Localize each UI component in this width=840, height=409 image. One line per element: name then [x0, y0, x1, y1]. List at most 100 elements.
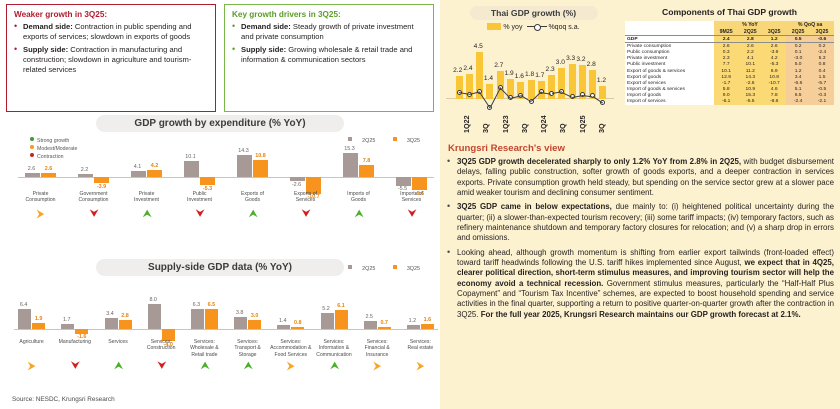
- row-label: Import of goods & services: [625, 86, 715, 93]
- cell-8-1: 10.9: [738, 86, 763, 93]
- cell-6-1: 14.3: [738, 74, 763, 81]
- orange-dot-icon: [30, 145, 34, 150]
- bar-value-label: -4.0: [163, 341, 173, 348]
- bar-2Q25-8: [363, 321, 377, 329]
- legend-label: Contraction: [37, 154, 64, 161]
- yoy-bar-3Q24: [558, 67, 566, 99]
- grey-square-icon: [348, 265, 353, 269]
- view-bullet-emphasis: 3Q25 GDP growth decelerated sharply to o…: [457, 157, 742, 166]
- x-tick-label: 1Q23: [500, 115, 510, 133]
- cell-7-4: -5.7: [810, 80, 834, 87]
- bar-2Q25-2: [131, 170, 146, 177]
- sub-header-1: 2Q25: [738, 28, 763, 36]
- yoy-bar-3Q25: [599, 86, 607, 99]
- cell-9-4: -0.3: [810, 92, 834, 99]
- x-tick-label: 3Q: [519, 123, 529, 133]
- x-tick-label: 3Q: [558, 123, 568, 133]
- cell-3-4: 5.3: [810, 55, 834, 62]
- category-label: Services: Real estate: [407, 339, 434, 352]
- bar-value-label: 7.8: [362, 157, 371, 164]
- bar-value-label: 3.8: [235, 310, 244, 317]
- bar-value-label: 2.8: [121, 313, 129, 320]
- yoy-value-label: 1.4: [483, 75, 494, 83]
- bar-2Q25-1: [61, 323, 75, 329]
- cell-1-4: 0.2: [810, 43, 834, 50]
- table-row: Private consumption 2.6 2.6 2.6 0.2 0.2: [625, 43, 834, 50]
- right-column: Thai GDP growth (%) % yoy %qoq s.a. 2.2 2.…: [440, 0, 840, 409]
- bar-value-label: 1.2: [408, 318, 417, 325]
- right-top-row: Thai GDP growth (%) % yoy %qoq s.a. 2.2 2.…: [446, 4, 834, 139]
- bar-value-label: 3.4: [106, 311, 114, 318]
- cell-5-1: 11.2: [738, 67, 763, 75]
- bar-value-label: -5.3: [202, 185, 213, 192]
- yoy-bar-4Q23: [527, 80, 535, 99]
- bar-2Q25-0: [25, 172, 40, 177]
- supply-plot: 6.4 1.9 Agriculture ⮞ 1.7 -1.6 Manufacturing ⮟ 3…: [10, 277, 442, 395]
- bullet-text: Growing wholesale & retail trade and inf…: [241, 45, 413, 65]
- legend-label: 3Q25: [406, 138, 420, 144]
- category-label: Services: Wholesale & Retail trade: [190, 339, 219, 358]
- cell-2-3: 0.1: [786, 49, 811, 56]
- yoy-bar-4Q22: [486, 84, 494, 99]
- table-row: Public consumption 0.3 2.2 -3.9 0.1 -2.4: [625, 49, 834, 56]
- legend-3q25: 3Q25: [385, 137, 420, 144]
- bar-value-label: 15.3: [344, 146, 355, 153]
- bar-value-label: 1.9: [34, 316, 43, 323]
- bar-value-label: 6.3: [192, 302, 201, 309]
- cell-4-4: 0.8: [810, 61, 834, 68]
- trend-arrow-icon: ⮟: [407, 208, 417, 220]
- cell-10-4: -2.1: [810, 98, 834, 106]
- yoy-value-label: 3.2: [576, 56, 586, 64]
- trend-arrow-icon: ⮟: [301, 208, 311, 220]
- chart-legend: % yoy %qoq s.a.: [446, 23, 621, 31]
- table-row: Import of goods & services 5.8 10.9 4.6 5.1-…: [625, 86, 834, 93]
- bar-value-label: 8.0: [149, 297, 157, 304]
- trend-arrow-icon: ⮝: [354, 208, 364, 220]
- yoy-value-label: 2.7: [494, 61, 504, 69]
- bar-value-label: 3.0: [250, 312, 259, 319]
- cell-0-3: 0.5: [786, 36, 811, 43]
- table-row: GDP 2.4 2.8 1.2 0.5 -0.6: [625, 36, 834, 43]
- bar-value-label: 0.8: [294, 319, 302, 326]
- legend-modest: Modest/Moderate: [30, 145, 77, 153]
- category-label: Exports of Services: [294, 191, 317, 204]
- yoy-value-label: 2.4: [463, 64, 473, 72]
- bar-2Q25-4: [237, 154, 252, 177]
- cell-5-4: 0.4: [810, 67, 834, 75]
- table-row: Private investment 2.3 4.1 4.2 -3.0 5.3: [625, 55, 834, 62]
- yoy-bar-3Q22: [476, 51, 484, 99]
- trend-arrow-icon: ⮞: [416, 360, 425, 372]
- thai-gdp-chart: Thai GDP growth (%) % yoy %qoq s.a. 2.2 2.…: [446, 4, 621, 139]
- bar-value-label: 4.2: [150, 163, 159, 170]
- cell-8-3: 5.1: [786, 86, 811, 93]
- view-bullet-emphasis: we expect that in 4Q25, clearer politica…: [457, 258, 834, 288]
- bar-3Q25-6: [359, 164, 374, 177]
- cell-2-0: 0.3: [714, 49, 739, 56]
- bar-3Q25-3: [200, 177, 215, 186]
- bar-value-label: 4.1: [133, 163, 142, 170]
- bar-2Q25-5: [290, 177, 305, 182]
- legend-strong-growth: Strong growth: [30, 137, 77, 145]
- cell-7-1: -2.6: [738, 80, 763, 87]
- bar-2Q25-0: [18, 309, 32, 329]
- cell-10-3: -2.4: [786, 98, 811, 106]
- yoy-bar-4Q24: [568, 64, 576, 99]
- chart-title: Thai GDP growth (%): [469, 6, 598, 20]
- yoy-value-label: 1.8: [525, 71, 535, 79]
- bar-3Q25-9: [420, 324, 434, 329]
- category-label: Exports of Goods: [241, 191, 264, 204]
- callout-weaker-growth: Weaker growth in 3Q25: Demand side: Cont…: [6, 4, 216, 112]
- view-bullet-list: 3Q25 GDP growth decelerated sharply to o…: [446, 156, 834, 320]
- cell-1-3: 0.2: [786, 43, 811, 50]
- legend-2q25: 2Q25: [340, 137, 375, 144]
- bar-2Q25-3: [184, 161, 199, 177]
- bar-value-label: 1.6: [423, 317, 432, 324]
- trend-arrow-icon: ⮞: [36, 208, 45, 220]
- cell-8-0: 5.8: [714, 86, 739, 93]
- bar-2Q25-1: [78, 173, 93, 177]
- cell-2-1: 2.2: [738, 49, 763, 56]
- table-row: Import of goods 9.0 15.3 7.8 6.5 -0.3: [625, 92, 834, 99]
- x-tick-label: 3Q: [596, 123, 606, 133]
- cell-9-0: 9.0: [714, 92, 739, 99]
- bar-2Q25-2: [104, 318, 118, 329]
